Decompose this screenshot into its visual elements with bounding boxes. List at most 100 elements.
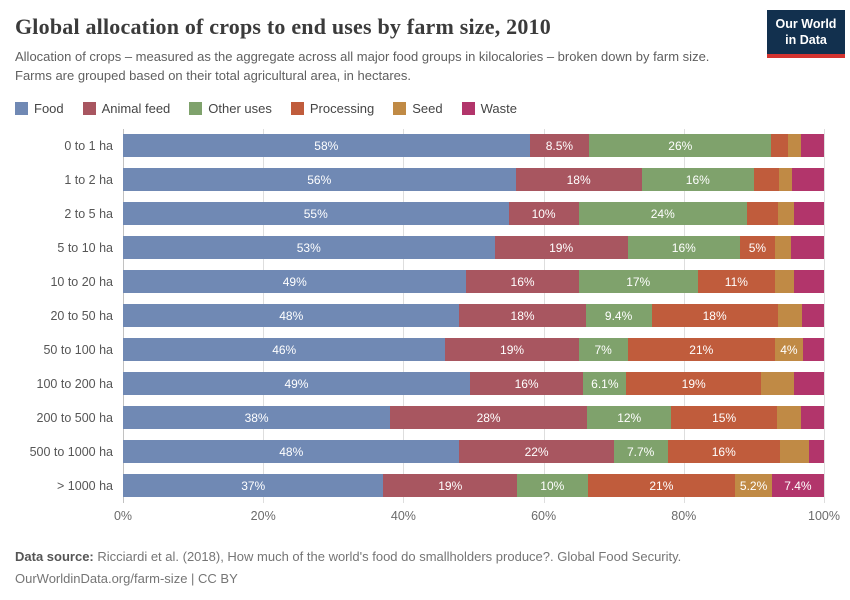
bar-segment-value: 19% (438, 478, 463, 493)
legend-swatch-icon (290, 101, 304, 115)
bar-segment-other-uses: 16% (641, 168, 754, 192)
bar-segment-value: 16% (711, 444, 736, 459)
chart-row: 200 to 500 ha 38% 28% 12% 15% (15, 401, 835, 435)
bar-segment-value: 10% (531, 206, 556, 221)
bar-segment-food: 37% (123, 474, 384, 498)
row-label: > 1000 ha (57, 478, 113, 493)
x-tick-label: 40% (390, 508, 416, 523)
bar-segment-value: 12% (617, 410, 642, 425)
row-label: 5 to 10 ha (57, 240, 113, 255)
row-label: 10 to 20 ha (50, 274, 113, 289)
bar-track: 56% 18% 16% (123, 168, 824, 192)
row-label: 100 to 200 ha (36, 376, 113, 391)
bar-segment-processing: 16% (667, 440, 780, 464)
bar-segment-processing: 19% (626, 372, 761, 396)
bar-track: 38% 28% 12% 15% (123, 406, 824, 430)
bar-segment-value: 55% (303, 206, 328, 221)
bar-segment-waste (793, 202, 824, 226)
bar-segment-value: 19% (500, 342, 525, 357)
bar-segment-animal-feed: 19% (494, 236, 628, 260)
row-label: 50 to 100 ha (43, 342, 113, 357)
bar-segment-processing: 5% (739, 236, 775, 260)
bar-segment-value: 5.2% (739, 478, 768, 493)
bar-segment-processing: 15% (671, 406, 777, 430)
bar-segment-value: 16% (510, 274, 535, 289)
legend-swatch-icon (393, 101, 407, 115)
bar-segment-value: 18% (510, 308, 535, 323)
bar-track: 48% 18% 9.4% 18% (123, 304, 824, 328)
bar-segment-other-uses: 7.7% (613, 440, 668, 464)
bar-segment-processing: 21% (587, 474, 736, 498)
bar-segment-waste (791, 236, 824, 260)
bar-segment-seed (778, 202, 794, 226)
bar-segment-food: 58% (123, 134, 530, 158)
chart-row: 10 to 20 ha 49% 16% 17% 11% (15, 265, 835, 299)
bar-segment-animal-feed: 28% (390, 406, 588, 430)
row-label: 0 to 1 ha (64, 138, 113, 153)
bar-segment-seed (779, 168, 793, 192)
bar-segment-value: 48% (279, 444, 304, 459)
legend-item-seed: Seed (393, 101, 443, 116)
bar-segment-value: 16% (514, 376, 539, 391)
chart-row: 0 to 1 ha 58% 8.5% 26% (15, 129, 835, 163)
legend-label: Animal feed (101, 100, 171, 116)
row-label: 200 to 500 ha (36, 410, 113, 425)
bar-segment-processing: 21% (627, 338, 775, 362)
legend-label: Waste (480, 100, 517, 116)
stacked-bar-chart: 0 to 1 ha 58% 8.5% 26% 1 to 2 ha 56% 18% 16% 2 t… (15, 128, 835, 503)
bar-segment-animal-feed: 19% (445, 338, 579, 362)
x-axis: 0% 20% 40% 60% 80% 100% (114, 505, 840, 529)
bar-segment-other-uses: 7% (578, 338, 628, 362)
chart-row: 50 to 100 ha 46% 19% 7% 21% 4% (15, 333, 835, 367)
x-tick-label: 100% (808, 508, 840, 523)
bar-segment-seed (760, 372, 794, 396)
license-line: OurWorldinData.org/farm-size | CC BY (15, 570, 238, 586)
bar-segment-animal-feed: 19% (383, 474, 518, 498)
bar-segment-value: 7.7% (626, 444, 655, 459)
bar-segment-animal-feed: 18% (515, 168, 642, 192)
bar-segment-animal-feed: 16% (469, 372, 584, 396)
bar-segment-animal-feed: 18% (459, 304, 586, 328)
bar-segment-value: 11% (724, 274, 748, 289)
bar-segment-value: 58% (314, 138, 339, 153)
bar-segment-food: 53% (123, 236, 495, 260)
bar-track: 49% 16% 6.1% 19% (123, 372, 824, 396)
chart-subtitle: Allocation of crops – measured as the ag… (15, 49, 710, 83)
bar-segment-waste (792, 168, 824, 192)
bar-segment-waste (801, 304, 824, 328)
footer: Data source: Ricciardi et al. (2018), Ho… (15, 546, 835, 590)
bar-segment-value: 8.5% (545, 138, 574, 153)
bar-track: 49% 16% 17% 11% (123, 270, 824, 294)
x-tick-label: 20% (250, 508, 276, 523)
bar-segment-value: 17% (626, 274, 651, 289)
bar-segment-value: 38% (244, 410, 269, 425)
bar-segment-value: 4% (780, 342, 798, 357)
bar-segment-value: 16% (671, 240, 696, 255)
bar-segment-animal-feed: 8.5% (529, 134, 590, 158)
row-label: 1 to 2 ha (64, 172, 113, 187)
gridline (824, 128, 825, 503)
bar-segment-value: 7.4% (784, 478, 812, 493)
legend-swatch-icon (461, 101, 475, 115)
row-label: 20 to 50 ha (50, 308, 113, 323)
bar-segment-waste (800, 134, 824, 158)
bar-segment-food: 48% (123, 440, 460, 464)
bar-segment-value: 46% (272, 342, 297, 357)
bar-segment-seed (776, 406, 802, 430)
bar-segment-seed: 5.2% (735, 474, 772, 498)
bar-segment-animal-feed: 10% (508, 202, 579, 226)
bar-segment-value: 19% (549, 240, 574, 255)
bar-segment-food: 49% (123, 372, 470, 396)
owid-logo: Our World in Data (767, 10, 845, 59)
bar-segment-value: 18% (702, 308, 727, 323)
bar-segment-value: 16% (685, 172, 710, 187)
bar-track: 55% 10% 24% (123, 202, 824, 226)
bar-segment-waste (793, 270, 824, 294)
row-label: 500 to 1000 ha (29, 444, 113, 459)
x-tick-label: 60% (531, 508, 557, 523)
row-label: 2 to 5 ha (64, 206, 113, 221)
bar-track: 48% 22% 7.7% 16% (123, 440, 824, 464)
chart-row: 2 to 5 ha 55% 10% 24% (15, 197, 835, 231)
bar-segment-value: 24% (650, 206, 675, 221)
bar-segment-other-uses: 12% (587, 406, 672, 430)
